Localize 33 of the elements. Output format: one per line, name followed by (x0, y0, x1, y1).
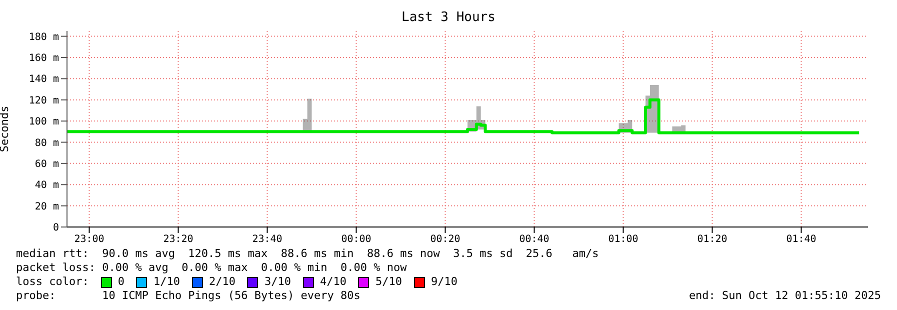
text: probe: 10 ICMP Echo Pings (56 Bytes) every 80s (16, 289, 360, 303)
y-tick-label: 140 m (28, 74, 59, 86)
y-tick-label: 0 (52, 222, 59, 234)
y-tick-label: 100 m (28, 116, 59, 128)
x-tick-label: 00:00 (341, 234, 372, 246)
legend-label: 5/10 (375, 275, 402, 289)
y-tick-label: 20 m (34, 201, 59, 212)
text: packet loss: 0.00 % avg 0.00 % max 0.00 % min 0.00 % now (16, 261, 408, 275)
legend-label: 3/10 (264, 275, 291, 289)
x-tick-label: 23:40 (252, 234, 282, 246)
x-tick-label: 01:40 (786, 234, 816, 246)
legend-label: 2/10 (208, 275, 236, 289)
y-tick-label: 180 m (28, 32, 59, 43)
legend-label: 4/10 (320, 275, 346, 289)
chart-title: Last 3 Hours (400, 9, 496, 25)
y-axis-title: Seconds (0, 106, 11, 152)
text: end: Sun Oct 12 01:55:10 2025 (688, 289, 881, 303)
text: median rtt: 90.0 ms avg 120.5 ms max 88.6 ms min 88.6 ms now 3.5 ms sd 25.6 am/s (16, 247, 600, 261)
legend-title: loss color: (16, 275, 89, 289)
y-tick-label: 40 m (34, 180, 59, 192)
legend-label: 0 (118, 275, 124, 289)
legend-label: 1/10 (153, 275, 180, 289)
legend-label: 9/10 (430, 275, 458, 289)
x-tick-label: 23:00 (74, 234, 104, 246)
x-tick-label: 23:20 (163, 234, 194, 246)
x-tick-label: 01:00 (608, 234, 638, 246)
y-tick-label: 80 m (34, 138, 59, 149)
y-tick-label: 120 m (28, 95, 59, 106)
y-tick-label: 60 m (34, 158, 59, 170)
x-tick-label: 00:40 (519, 234, 550, 246)
y-tick-label: 160 m (28, 53, 59, 64)
x-tick-label: 00:20 (430, 234, 460, 246)
x-tick-label: 01:20 (697, 234, 728, 246)
